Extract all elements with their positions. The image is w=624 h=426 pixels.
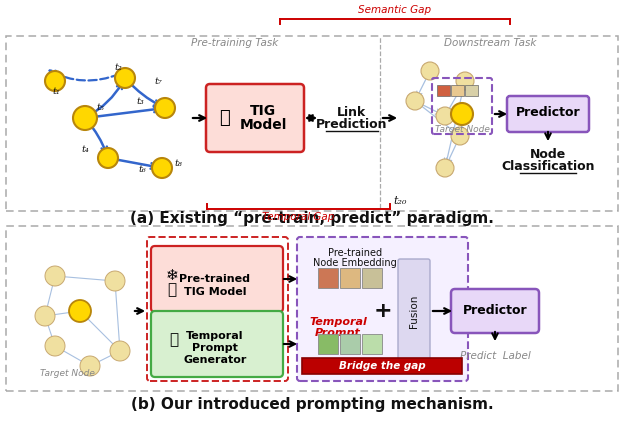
Text: Pre-trained: Pre-trained (180, 274, 250, 284)
Circle shape (35, 306, 55, 326)
Text: t₂: t₂ (114, 63, 122, 72)
Text: Pre-training Task: Pre-training Task (192, 38, 279, 48)
Text: Target Node: Target Node (39, 369, 94, 378)
Circle shape (456, 72, 474, 90)
Text: Temporal: Temporal (186, 331, 244, 341)
Text: Node: Node (530, 149, 566, 161)
FancyBboxPatch shape (451, 289, 539, 333)
FancyBboxPatch shape (6, 36, 618, 211)
Text: Semantic Gap: Semantic Gap (358, 5, 432, 15)
Text: Prediction: Prediction (316, 118, 388, 132)
Text: +: + (374, 301, 392, 321)
Circle shape (406, 92, 424, 110)
Circle shape (436, 107, 454, 125)
Bar (362, 334, 382, 354)
Text: TIG: TIG (250, 104, 276, 118)
Text: t₆: t₆ (138, 165, 146, 175)
FancyBboxPatch shape (507, 96, 589, 132)
Text: Link: Link (338, 106, 367, 120)
Text: Bridge the gap: Bridge the gap (339, 361, 426, 371)
Circle shape (436, 159, 454, 177)
Circle shape (69, 300, 91, 322)
Text: t₈: t₈ (174, 159, 182, 169)
Text: t₅: t₅ (96, 104, 104, 112)
Text: Prompt: Prompt (192, 343, 238, 353)
Circle shape (73, 106, 97, 130)
Text: Fusion: Fusion (409, 294, 419, 328)
Text: (b) Our introduced prompting mechanism.: (b) Our introduced prompting mechanism. (130, 397, 494, 412)
FancyBboxPatch shape (6, 226, 618, 391)
Text: Model: Model (240, 118, 286, 132)
Circle shape (110, 341, 130, 361)
Bar (340, 334, 360, 354)
Text: Prompt: Prompt (315, 328, 361, 338)
Text: Temporal: Temporal (309, 317, 367, 327)
Text: ❄️: ❄️ (165, 268, 178, 282)
Text: Temporal Gap: Temporal Gap (262, 212, 334, 222)
Circle shape (451, 103, 473, 125)
Circle shape (80, 356, 100, 376)
FancyBboxPatch shape (302, 358, 462, 374)
Text: Node Embedding: Node Embedding (313, 258, 397, 268)
Bar (437, 85, 450, 96)
FancyBboxPatch shape (151, 246, 283, 312)
Text: t₁: t₁ (52, 87, 60, 97)
Circle shape (115, 68, 135, 88)
Text: 🔥: 🔥 (167, 282, 177, 297)
Text: (a) Existing “pre-train, predict” paradigm.: (a) Existing “pre-train, predict” paradi… (130, 211, 494, 227)
Bar (318, 334, 338, 354)
FancyBboxPatch shape (206, 84, 304, 152)
FancyBboxPatch shape (398, 259, 430, 363)
Bar (451, 85, 464, 96)
Text: t₂₀: t₂₀ (393, 196, 406, 206)
Bar (318, 268, 338, 288)
Text: Pre-trained: Pre-trained (328, 248, 382, 258)
Text: Predictor: Predictor (462, 303, 527, 317)
FancyBboxPatch shape (297, 237, 468, 381)
Text: 🔥: 🔥 (220, 109, 230, 127)
Circle shape (451, 127, 469, 145)
Text: t₄: t₄ (81, 144, 89, 153)
Text: Generator: Generator (183, 355, 246, 365)
Bar (465, 85, 478, 96)
Circle shape (45, 71, 65, 91)
Bar (340, 268, 360, 288)
Circle shape (105, 271, 125, 291)
Circle shape (421, 62, 439, 80)
Circle shape (152, 158, 172, 178)
Text: Predictor: Predictor (515, 106, 580, 120)
Bar (362, 268, 382, 288)
Text: t₃: t₃ (136, 97, 144, 106)
Circle shape (98, 148, 118, 168)
Text: t₇: t₇ (154, 77, 162, 86)
Text: 🔥: 🔥 (170, 333, 178, 348)
Circle shape (155, 98, 175, 118)
Text: Predict  Label: Predict Label (460, 351, 530, 361)
FancyBboxPatch shape (151, 311, 283, 377)
Text: Classification: Classification (501, 161, 595, 173)
Text: TIG Model: TIG Model (183, 287, 246, 297)
Circle shape (45, 336, 65, 356)
Text: Target Node: Target Node (434, 124, 489, 133)
Circle shape (45, 266, 65, 286)
Text: Downstream Task: Downstream Task (444, 38, 536, 48)
